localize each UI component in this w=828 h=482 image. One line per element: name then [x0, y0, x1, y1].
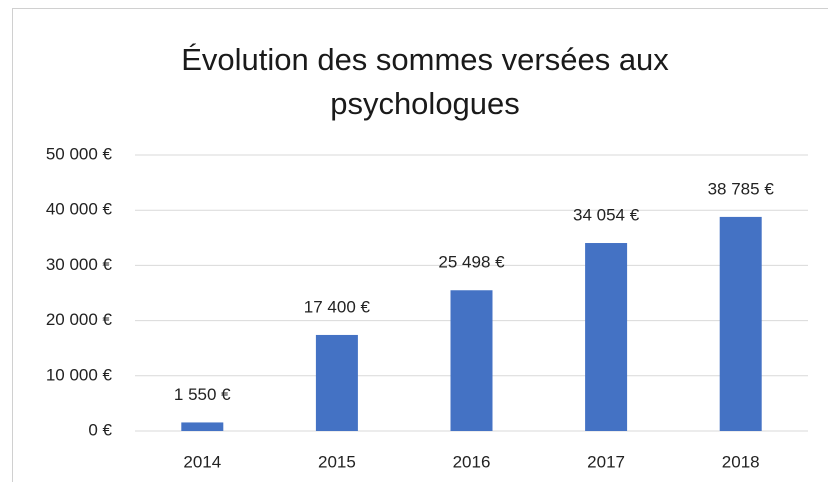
y-tick-label: 10 000 € — [46, 365, 113, 384]
y-tick-label: 40 000 € — [46, 200, 113, 219]
bar — [181, 422, 224, 431]
bar — [585, 243, 628, 431]
data-label: 17 400 € — [304, 297, 371, 316]
bar — [315, 334, 358, 431]
x-tick-label: 2017 — [587, 452, 625, 471]
chart-border — [12, 8, 828, 482]
data-label: 25 498 € — [438, 253, 505, 272]
x-tick-label: 2016 — [453, 452, 491, 471]
bar — [450, 290, 493, 431]
y-tick-label: 50 000 € — [46, 144, 113, 163]
data-label: 38 785 € — [708, 179, 775, 198]
bar — [719, 216, 762, 431]
y-tick-label: 0 € — [88, 420, 112, 439]
x-tick-label: 2018 — [722, 452, 760, 471]
y-tick-label: 30 000 € — [46, 255, 113, 274]
data-label: 1 550 € — [174, 385, 231, 404]
x-tick-label: 2014 — [183, 452, 221, 471]
x-tick-label: 2015 — [318, 452, 356, 471]
data-label: 34 054 € — [573, 206, 640, 225]
y-tick-label: 20 000 € — [46, 310, 113, 329]
chart-title: Évolution des sommes versées aux psychol… — [181, 42, 669, 121]
